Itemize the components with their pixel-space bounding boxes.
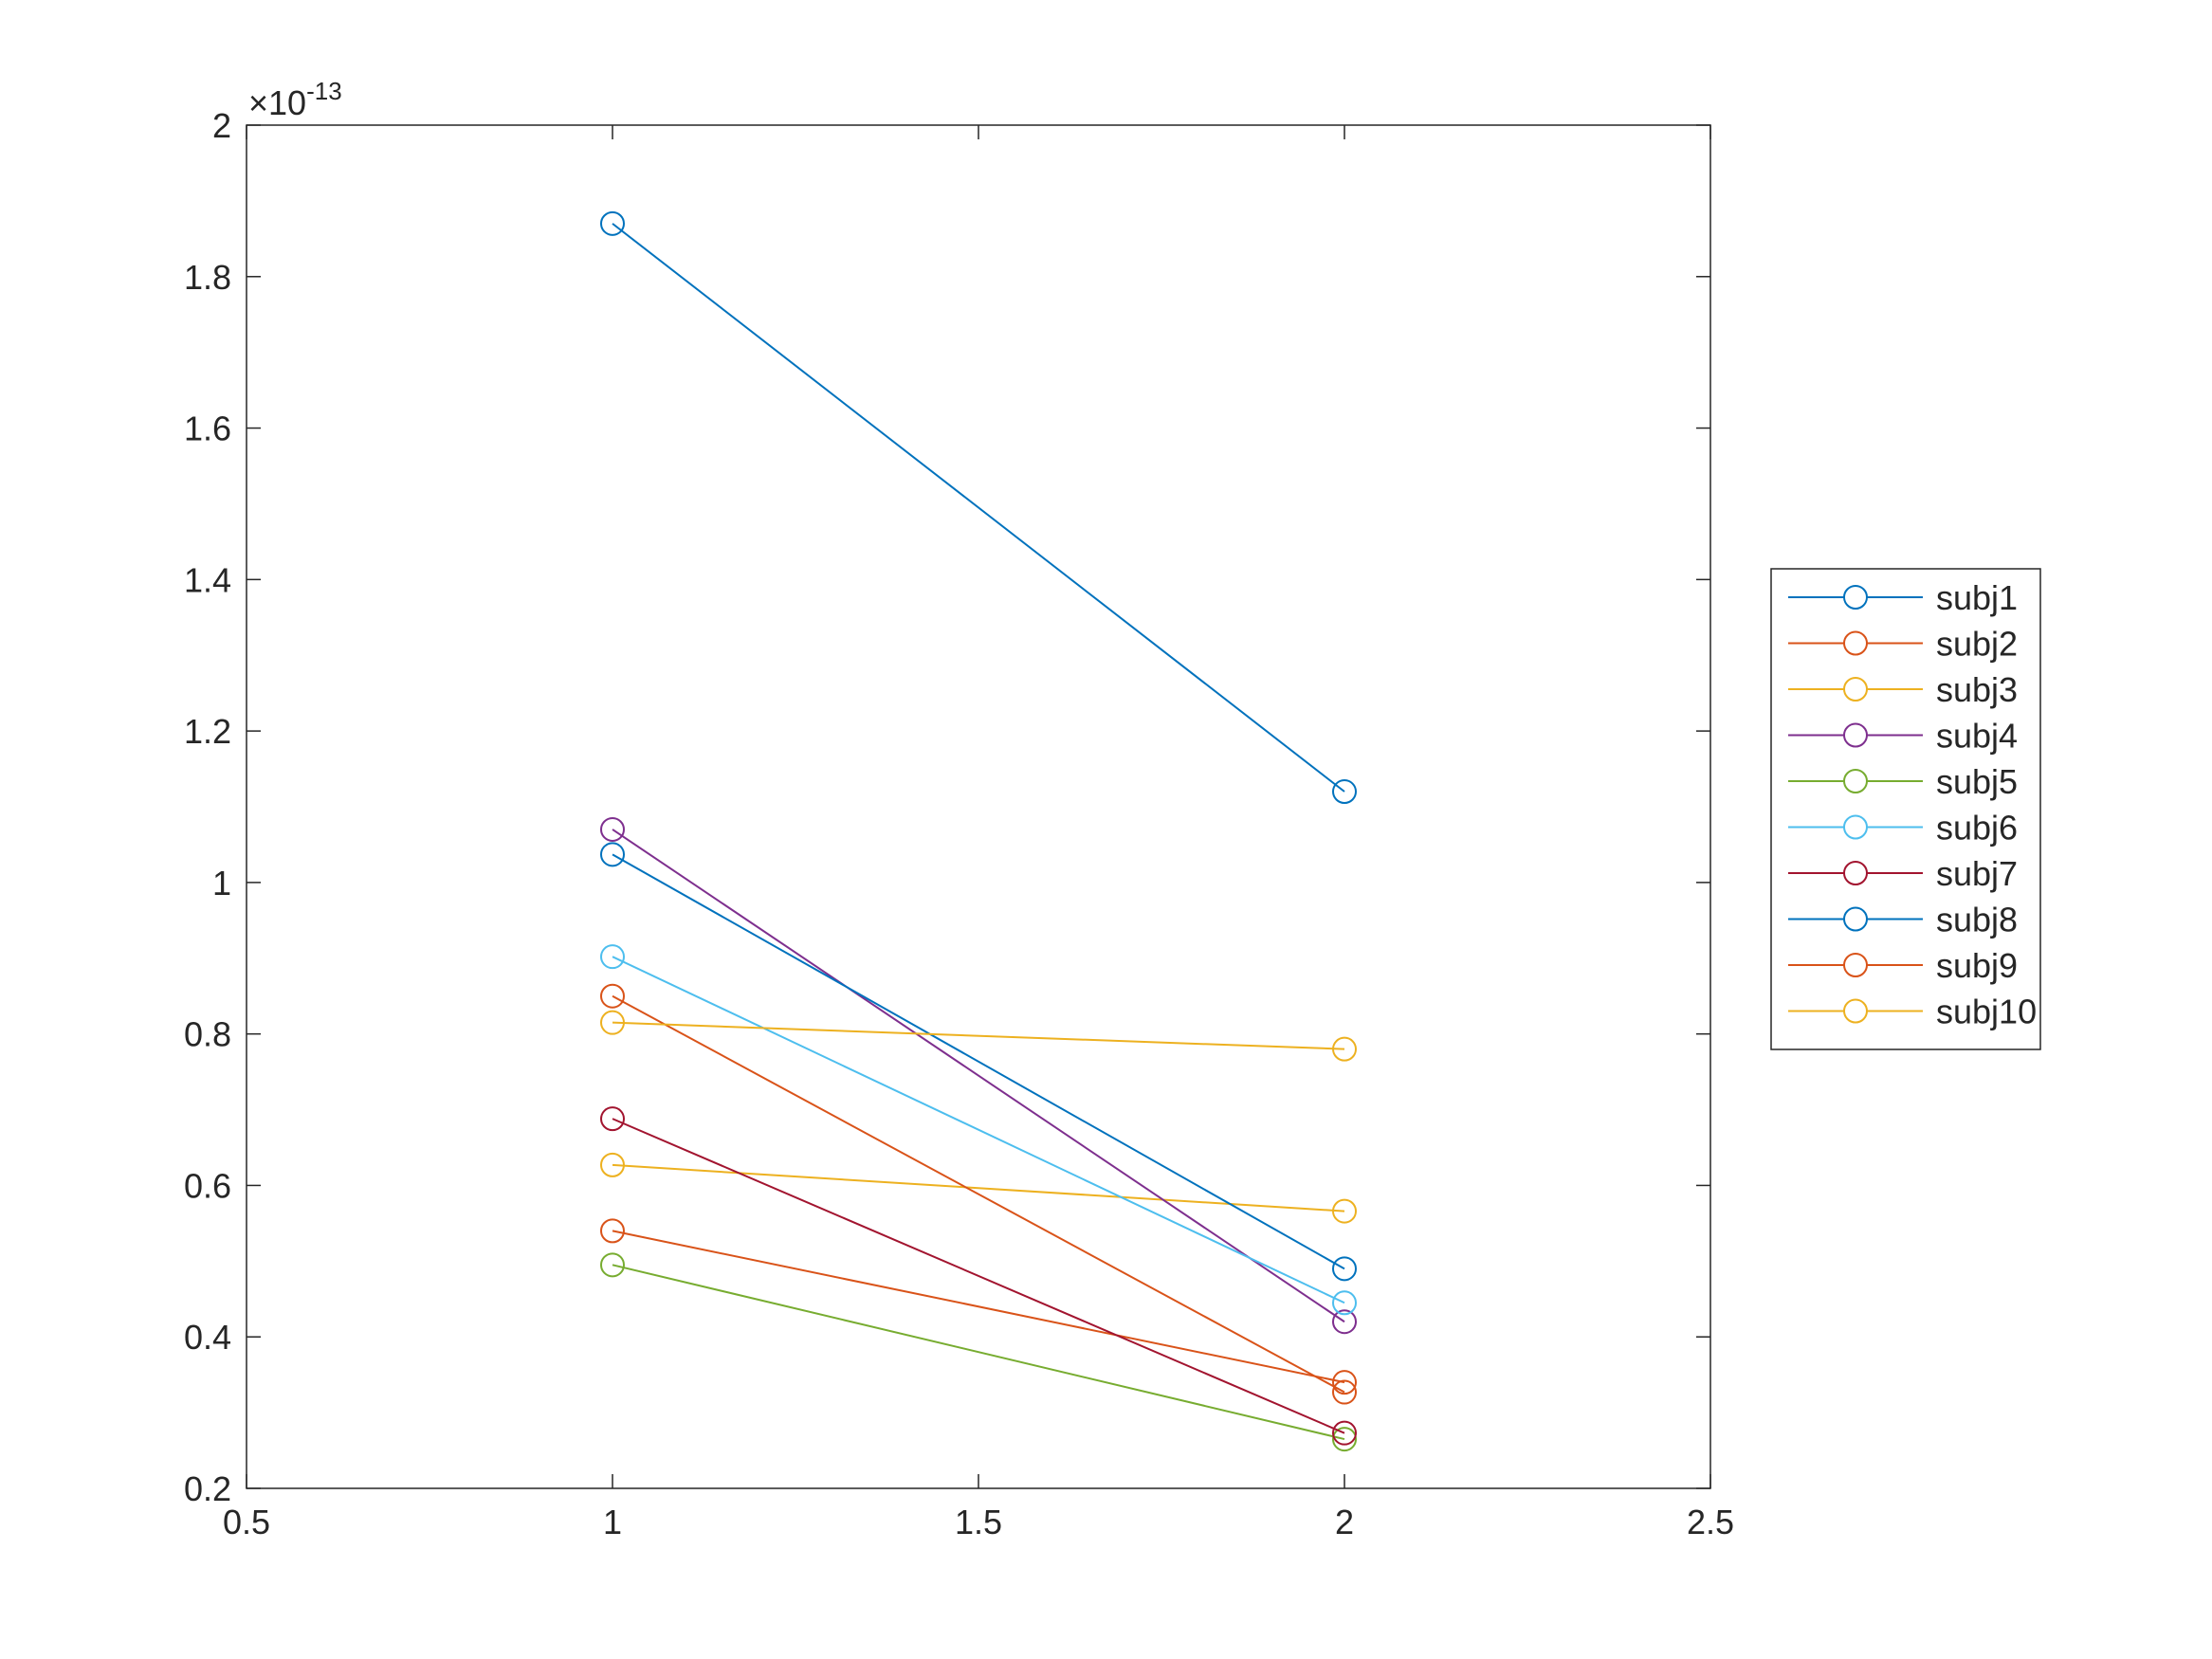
legend-label: subj4 [1936, 717, 2018, 756]
data-point [1332, 1370, 1357, 1395]
legend-label: subj1 [1936, 578, 2018, 617]
legend-label: subj2 [1936, 625, 2018, 664]
data-point [1332, 1290, 1357, 1316]
x-tick-label: 1 [603, 1503, 622, 1541]
series-line [612, 1264, 1345, 1441]
legend-label: subj9 [1936, 946, 2018, 985]
legend-label: subj8 [1936, 901, 2018, 939]
data-point [600, 210, 625, 236]
y-tick-label: 1 [212, 864, 231, 902]
series-subj10 [600, 1010, 1357, 1062]
series-subj1 [600, 210, 1357, 805]
y-exponent-label: ×10-13 [248, 77, 342, 122]
series-subj6 [600, 944, 1357, 1316]
legend-marker [1843, 906, 1868, 932]
legend-item: subj6 [1788, 809, 2018, 848]
legend-marker [1843, 861, 1868, 885]
legend-marker [1843, 630, 1868, 656]
data-point [1332, 1420, 1357, 1446]
series-subj3 [600, 1152, 1357, 1224]
series-line [612, 223, 1345, 793]
series-subj8 [600, 842, 1357, 1282]
legend-marker [1843, 814, 1868, 840]
x-tick-label: 2.5 [1687, 1503, 1734, 1541]
legend-item: subj5 [1788, 762, 2018, 801]
data-point [1332, 1256, 1357, 1282]
legend-label: subj10 [1936, 993, 2037, 1031]
y-tick-label: 0.8 [184, 1015, 231, 1054]
y-tick-label: 1.8 [184, 258, 231, 297]
data-point [600, 842, 625, 867]
x-tick-label: 1.5 [955, 1503, 1002, 1541]
legend-label: subj3 [1936, 670, 2018, 709]
x-tick-label: 2 [1335, 1503, 1354, 1541]
data-point [1332, 779, 1357, 805]
y-tick-label: 0.6 [184, 1166, 231, 1205]
legend-item: subj9 [1788, 946, 2018, 985]
legend-item: subj1 [1788, 578, 2018, 617]
series-line [612, 956, 1345, 1304]
data-point [600, 1152, 625, 1177]
series-subj5 [600, 1252, 1357, 1452]
data-point [600, 816, 625, 842]
legend-marker [1843, 769, 1868, 793]
legend-label: subj7 [1936, 854, 2018, 893]
series-subj9 [600, 983, 1357, 1405]
y-tick-label: 1.6 [184, 410, 231, 448]
data-point [600, 944, 625, 970]
legend-item: subj7 [1788, 854, 2018, 893]
y-tick-label: 1.2 [184, 712, 231, 751]
y-exponent-power: -13 [306, 77, 342, 105]
y-exponent-prefix: ×10 [248, 83, 306, 122]
plot-area [247, 125, 1710, 1488]
data-point [600, 1010, 625, 1035]
legend-item: subj4 [1788, 717, 2018, 756]
data-point [1332, 1309, 1357, 1335]
x-tick-labels: 0.5 1 1.5 2 2.5 [223, 1503, 1734, 1541]
series-subj4 [600, 816, 1357, 1335]
legend-item: subj10 [1788, 993, 2037, 1031]
legend-marker [1843, 998, 1868, 1024]
data-point [1332, 1379, 1357, 1405]
legend-marker [1843, 585, 1868, 610]
series-line [612, 1021, 1345, 1050]
x-tick-label: 0.5 [223, 1503, 270, 1541]
series-line [612, 1163, 1345, 1212]
data-point [1332, 1427, 1357, 1452]
series-line [612, 829, 1345, 1323]
legend-marker [1843, 953, 1868, 977]
series-line [612, 1230, 1345, 1384]
series-line [612, 853, 1345, 1270]
legend-label: subj6 [1936, 809, 2018, 848]
y-tick-label: 2 [212, 106, 231, 145]
series-layer [600, 210, 1357, 1452]
data-point [600, 1218, 625, 1244]
series-line [612, 994, 1345, 1394]
data-point [1332, 1198, 1357, 1224]
series-subj2 [600, 1218, 1357, 1395]
legend-label: subj5 [1936, 762, 2018, 801]
y-tick-label: 0.2 [184, 1469, 231, 1508]
legend-marker [1843, 722, 1868, 748]
plot-frame [246, 124, 1711, 1489]
data-point [600, 983, 625, 1009]
y-tick-labels: 0.2 0.4 0.6 0.8 1 1.2 1.4 1.6 1.8 2 [184, 106, 231, 1508]
legend-marker [1843, 677, 1868, 702]
legend-item: subj8 [1788, 901, 2018, 939]
legend-item: subj2 [1788, 625, 2018, 664]
legend-item: subj3 [1788, 670, 2018, 709]
data-point [600, 1252, 625, 1278]
legend-box [1770, 568, 2041, 1050]
y-tick-label: 1.4 [184, 560, 231, 599]
series-line [612, 1118, 1345, 1434]
series-subj7 [600, 1106, 1357, 1446]
legend: subj1 subj2 subj3 subj4 subj5 subj6 subj7 subj8… [1770, 568, 2041, 1050]
data-point [1332, 1036, 1357, 1062]
y-tick-label: 0.4 [184, 1318, 231, 1357]
data-point [600, 1106, 625, 1132]
